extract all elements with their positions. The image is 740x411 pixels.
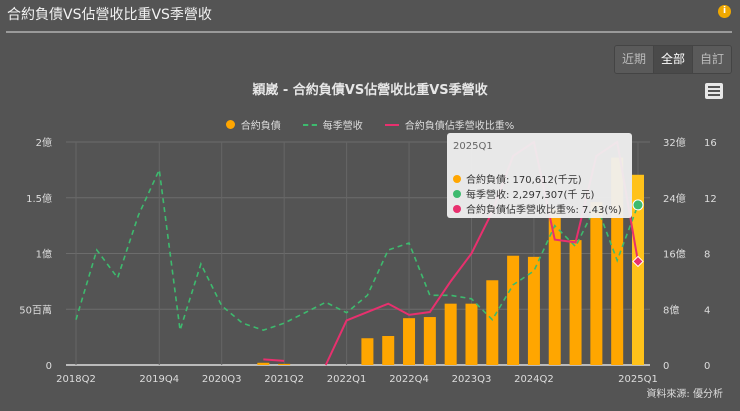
dashed-line-icon [302, 123, 317, 126]
range-recent-button[interactable]: 近期 [615, 46, 654, 73]
svg-text:2020Q3: 2020Q3 [202, 374, 242, 385]
svg-text:0: 0 [704, 361, 710, 372]
circle-icon [453, 189, 461, 198]
range-custom-button[interactable]: 自訂 [693, 46, 731, 73]
header-divider [6, 31, 732, 33]
range-all-button[interactable]: 全部 [654, 46, 693, 73]
svg-text:2億: 2億 [36, 136, 52, 149]
svg-text:50百萬: 50百萬 [19, 303, 52, 316]
legend-item-ratio[interactable]: 合約負債佔季營收比重% [384, 117, 514, 132]
svg-text:2023Q3: 2023Q3 [452, 374, 492, 385]
tooltip-row: 合約負債: 170,612(千元) [453, 171, 582, 186]
svg-text:2021Q2: 2021Q2 [264, 374, 304, 385]
svg-text:16: 16 [704, 138, 717, 149]
svg-text:8: 8 [704, 250, 710, 261]
line-icon [384, 123, 399, 126]
svg-text:32億: 32億 [663, 136, 686, 149]
svg-text:2018Q2: 2018Q2 [56, 374, 96, 385]
svg-text:24億: 24億 [663, 192, 686, 205]
data-source: 資料來源: 優分析 [646, 389, 723, 400]
page-title: 合約負債VS佔營收比重VS季營收 [7, 7, 212, 23]
svg-text:0: 0 [663, 361, 669, 372]
svg-text:0: 0 [46, 361, 52, 372]
chart-title: 穎崴 - 合約負債VS佔營收比重VS季營收 [252, 83, 488, 98]
svg-text:2019Q4: 2019Q4 [139, 374, 179, 385]
tooltip: 2025Q1 合約負債: 170,612(千元) 每季營收: 2,297,307… [447, 133, 632, 218]
legend-item-revenue[interactable]: 每季營收 [302, 117, 363, 132]
chart-legend: 合約負債 每季營收 合約負債佔季營收比重% [0, 117, 740, 132]
svg-text:1.5億: 1.5億 [26, 192, 52, 205]
range-selector: 近期 全部 自訂 [614, 45, 732, 74]
svg-text:2022Q1: 2022Q1 [327, 374, 367, 385]
tooltip-row: 合約負債佔季營收比重%: 7.43(%) [453, 201, 622, 216]
circle-icon [225, 120, 235, 129]
svg-text:8億: 8億 [663, 303, 679, 316]
info-icon[interactable]: i [718, 5, 731, 18]
legend-item-contract-liability[interactable]: 合約負債 [225, 117, 281, 132]
svg-text:1億: 1億 [36, 248, 52, 261]
tooltip-title: 2025Q1 [453, 141, 493, 152]
hamburger-menu-icon[interactable] [705, 83, 723, 99]
svg-text:2022Q4: 2022Q4 [389, 374, 429, 385]
circle-icon [453, 174, 461, 183]
tooltip-row: 每季營收: 2,297,307(千 元) [453, 186, 594, 201]
svg-text:16億: 16億 [663, 248, 686, 261]
svg-text:2024Q2: 2024Q2 [514, 374, 554, 385]
svg-text:12: 12 [704, 194, 717, 205]
svg-text:4: 4 [704, 305, 710, 316]
circle-icon [453, 204, 461, 213]
svg-text:2025Q1: 2025Q1 [618, 374, 658, 385]
